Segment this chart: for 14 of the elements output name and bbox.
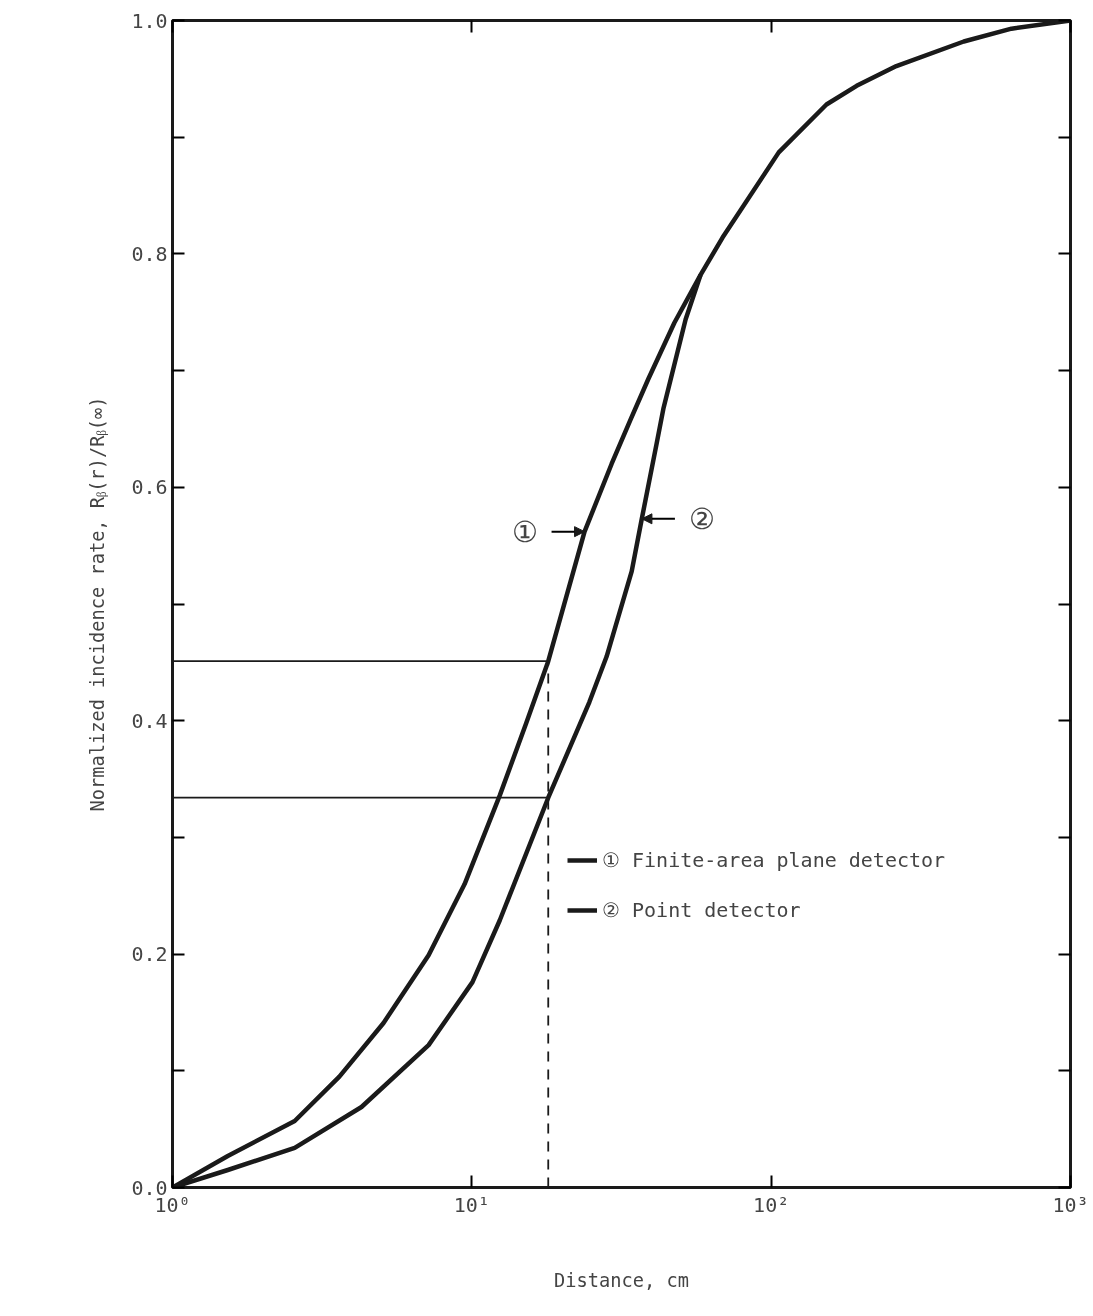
annotation: ② <box>688 501 715 536</box>
y-tick-label: 0.6 <box>131 475 168 500</box>
annotation: ① <box>511 514 538 549</box>
x-tick-label: 10¹ <box>453 1192 490 1217</box>
y-tick-label: 0.8 <box>131 241 168 266</box>
legend-label: ① Finite-area plane detector <box>602 848 946 872</box>
y-tick-label: 0.4 <box>131 708 168 733</box>
legend-label: ② Point detector <box>602 898 801 922</box>
x-tick-label: 10³ <box>1052 1192 1089 1217</box>
y-tick-label: 1.0 <box>131 8 168 33</box>
x-tick-label: 10² <box>753 1192 790 1217</box>
y-axis-title: Normalized incidence rate, Rᵦ(r)/Rᵦ(∞) <box>87 396 109 812</box>
x-axis-title: Distance, cm <box>554 1269 689 1291</box>
y-tick-label: 0.2 <box>131 942 168 967</box>
